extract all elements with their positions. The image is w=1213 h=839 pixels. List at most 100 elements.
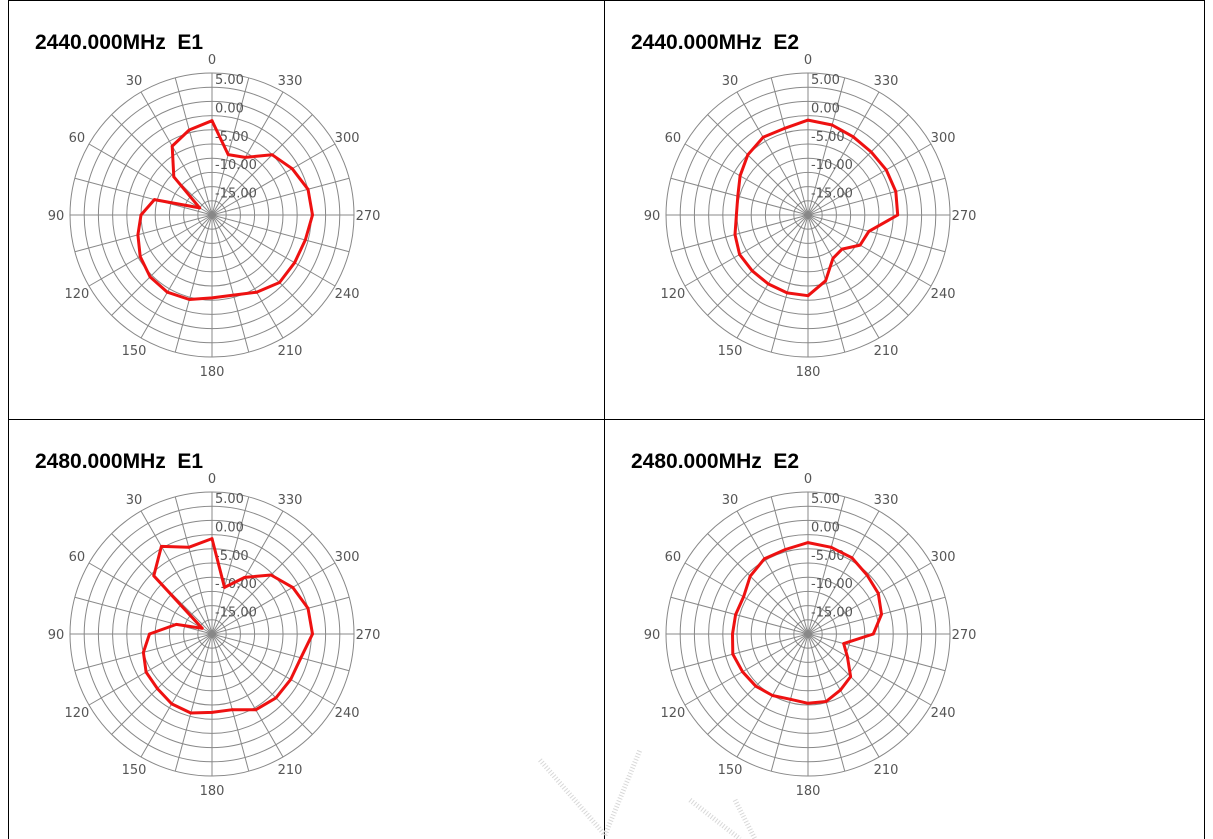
grid-spoke — [211, 77, 250, 216]
data-point — [156, 687, 159, 690]
grid-spoke — [707, 214, 809, 316]
angle-tick-label: 120 — [64, 287, 89, 302]
grid-spoke — [684, 633, 809, 706]
data-point — [824, 700, 828, 703]
grid-spoke — [211, 633, 313, 735]
angle-tick-label: 60 — [665, 550, 682, 565]
grid-spoke — [807, 633, 909, 735]
angle-tick-label: 60 — [665, 131, 682, 146]
grid-spoke — [174, 496, 213, 635]
grid-spoke — [211, 177, 350, 216]
grid-spoke — [211, 596, 350, 635]
angle-tick-label: 270 — [952, 628, 977, 643]
angle-tick-label: 210 — [278, 763, 303, 778]
angle-tick-label: 180 — [796, 784, 821, 799]
data-point — [869, 150, 873, 154]
grid-spoke — [684, 562, 809, 635]
data-point — [784, 548, 787, 551]
angle-tick-label: 120 — [660, 706, 685, 721]
grid-spoke — [807, 596, 946, 635]
data-point — [734, 613, 737, 616]
grid-spoke — [770, 496, 809, 635]
grid-spoke — [736, 510, 809, 635]
grid-spoke — [807, 633, 946, 672]
angle-tick-label: 120 — [660, 287, 685, 302]
grid-spoke — [74, 214, 213, 253]
data-point — [210, 296, 214, 300]
grid-spoke — [807, 214, 932, 287]
data-point — [884, 168, 888, 172]
grid-spoke — [74, 177, 213, 216]
data-point — [170, 144, 174, 148]
radial-tick-label: 0.00 — [215, 101, 244, 116]
data-point — [160, 545, 163, 548]
radial-tick-label: 5.00 — [215, 492, 244, 507]
polar-panel-2480-e1: 2480.000MHz E1 0 30 60 90 120 150 180 210 240 270… — [9, 420, 605, 838]
data-point — [858, 243, 862, 247]
data-point — [896, 213, 900, 217]
data-point — [187, 545, 191, 549]
data-point — [867, 229, 871, 233]
radial-tick-label: -15.00 — [811, 187, 853, 202]
grid-spoke — [211, 214, 250, 353]
data-point — [824, 279, 827, 283]
pattern-trace — [731, 541, 883, 705]
angle-tick-label: 270 — [356, 209, 381, 224]
grid-spoke — [174, 214, 213, 353]
data-point — [731, 652, 735, 656]
grid-spoke — [211, 562, 336, 635]
angle-tick-label: 180 — [200, 784, 225, 799]
radial-tick-label: -15.00 — [811, 606, 853, 621]
data-point — [138, 255, 142, 258]
grid-spoke — [88, 214, 213, 287]
radial-tick-label: -10.00 — [811, 158, 853, 173]
polar-plot: 0 30 60 90 120 150 180 210 240 270 300 330 5.00 0.00 -… — [48, 53, 381, 380]
angle-tick-label: 240 — [931, 287, 956, 302]
grid-spoke — [211, 214, 336, 287]
grid-spoke — [88, 633, 213, 706]
data-point — [785, 291, 789, 295]
data-point — [754, 684, 758, 688]
angle-tick-label: 270 — [356, 628, 381, 643]
data-point — [200, 626, 204, 630]
grid-spoke — [174, 633, 213, 772]
angle-tick-label: 60 — [69, 131, 86, 146]
data-point — [880, 612, 883, 616]
data-point — [735, 213, 738, 217]
data-point — [736, 194, 740, 198]
data-point — [290, 167, 294, 171]
angle-tick-label: 270 — [952, 209, 977, 224]
grid-spoke — [174, 77, 213, 216]
data-point — [741, 670, 744, 674]
data-point — [306, 187, 310, 191]
grid-spoke — [707, 633, 809, 735]
data-point — [142, 651, 145, 654]
grid-spoke — [807, 114, 909, 216]
grid-spoke — [807, 91, 880, 216]
radial-tick-label: 0.00 — [811, 101, 840, 116]
grid-spoke — [211, 496, 250, 635]
grid-spoke — [707, 533, 809, 635]
angle-tick-label: 240 — [335, 706, 360, 721]
data-point — [174, 623, 178, 626]
grid-spoke — [670, 596, 809, 635]
radial-tick-label: -5.00 — [215, 130, 249, 145]
angle-tick-label: 180 — [796, 365, 821, 380]
data-point — [274, 696, 278, 700]
angle-tick-label: 30 — [126, 74, 143, 89]
angle-tick-label: 330 — [874, 74, 899, 89]
grid-spoke — [211, 143, 336, 216]
grid-spoke — [736, 214, 809, 339]
data-point — [761, 135, 765, 139]
data-point — [139, 213, 143, 217]
data-point — [763, 557, 766, 561]
data-point — [839, 688, 842, 692]
polar-panel-2440-e2: 2440.000MHz E2 0 30 60 90 120 150 180 210 240 270… — [605, 1, 1201, 419]
data-point — [170, 702, 174, 706]
data-point — [189, 711, 193, 715]
grid-spoke — [684, 214, 809, 287]
grid-spoke — [807, 633, 932, 706]
grid-spoke — [140, 91, 213, 216]
data-point — [187, 128, 191, 132]
grid-spoke — [670, 633, 809, 672]
